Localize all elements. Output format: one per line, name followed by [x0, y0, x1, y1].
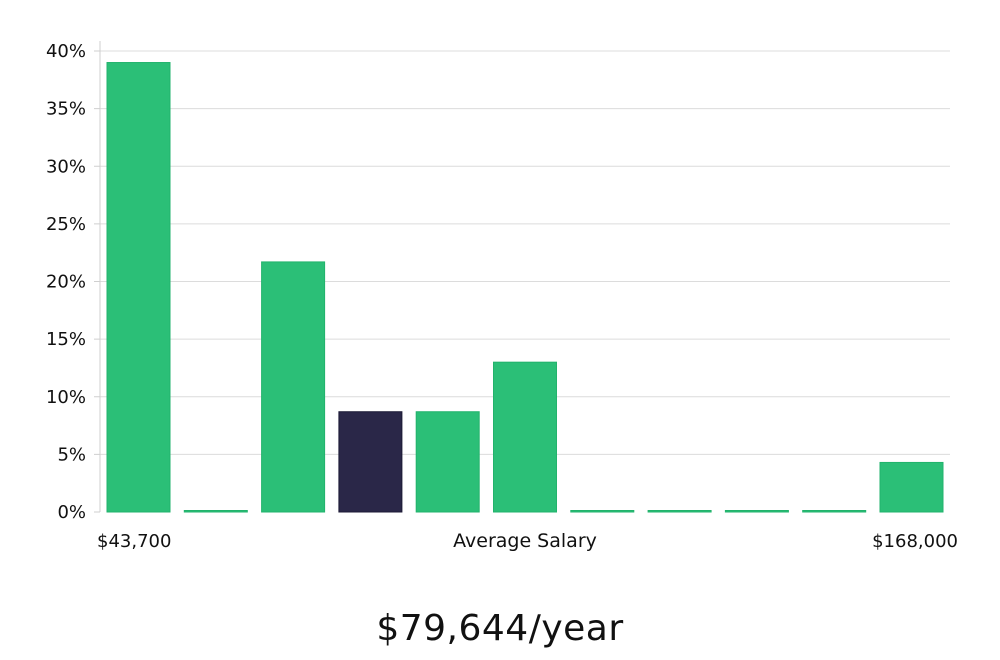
bar [724, 510, 789, 513]
bar-highlighted [338, 411, 403, 513]
x-min-label: $43,700 [97, 531, 171, 552]
y-tick-label: 35% [46, 99, 86, 120]
bar [647, 510, 712, 513]
bar [493, 361, 557, 513]
y-tick-label: 15% [46, 329, 86, 350]
bar [415, 411, 480, 513]
bars [106, 62, 944, 513]
average-salary-headline: $79,644/year [376, 608, 624, 649]
gridlines [100, 50, 950, 455]
x-max-label: $168,000 [872, 531, 958, 552]
y-tick-label: 25% [46, 214, 86, 235]
y-tick-label: 40% [46, 41, 86, 62]
y-tick-label: 30% [46, 156, 86, 177]
y-tick-label: 5% [57, 444, 86, 465]
bar [570, 510, 635, 513]
y-tick-label: 10% [46, 387, 86, 408]
y-tick-label: 0% [57, 502, 86, 523]
bar [183, 510, 248, 513]
x-axis-label: Average Salary [453, 530, 597, 552]
bar [802, 510, 867, 513]
bar [106, 62, 171, 513]
y-tick-label: 20% [46, 272, 86, 293]
y-axis-ticks: 0% 5% 10% 15% 20% 25% 30% 35% 40% [46, 41, 100, 523]
bar [879, 461, 944, 513]
bar [261, 261, 326, 513]
salary-histogram: 0% 5% 10% 15% 20% 25% 30% 35% 40% $43,700 Averag… [46, 41, 958, 552]
